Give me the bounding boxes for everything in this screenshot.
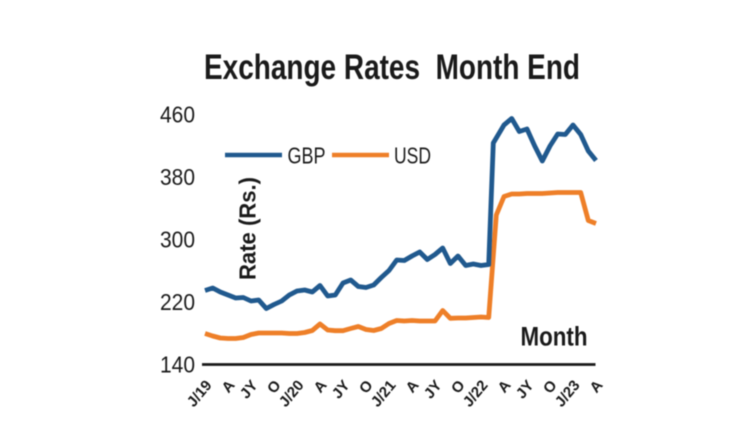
- svg-text:USD: USD: [394, 143, 431, 169]
- svg-text:J/21: J/21: [368, 377, 400, 410]
- svg-text:A: A: [311, 377, 331, 396]
- svg-text:Exchange Rates Month End: Exchange Rates Month End: [204, 47, 580, 87]
- svg-text:Month: Month: [521, 322, 588, 352]
- svg-text:A: A: [219, 377, 239, 396]
- svg-text:J/19: J/19: [184, 377, 216, 410]
- svg-text:380: 380: [160, 164, 195, 190]
- svg-text:JY: JY: [421, 377, 446, 402]
- svg-text:JY: JY: [513, 377, 538, 402]
- svg-text:Rate (Rs.): Rate (Rs.): [235, 177, 261, 280]
- svg-text:A: A: [403, 377, 423, 396]
- svg-text:JY: JY: [329, 377, 354, 402]
- svg-text:J/20: J/20: [276, 377, 308, 410]
- svg-text:JY: JY: [237, 377, 262, 402]
- svg-text:A: A: [495, 377, 515, 396]
- svg-text:300: 300: [160, 227, 195, 253]
- svg-text:140: 140: [160, 352, 195, 378]
- svg-text:J/22: J/22: [460, 377, 492, 410]
- svg-text:J/23: J/23: [552, 377, 584, 410]
- svg-text:220: 220: [160, 289, 195, 315]
- svg-text:A: A: [587, 377, 607, 396]
- svg-text:GBP: GBP: [288, 143, 326, 169]
- svg-text:460: 460: [160, 102, 195, 128]
